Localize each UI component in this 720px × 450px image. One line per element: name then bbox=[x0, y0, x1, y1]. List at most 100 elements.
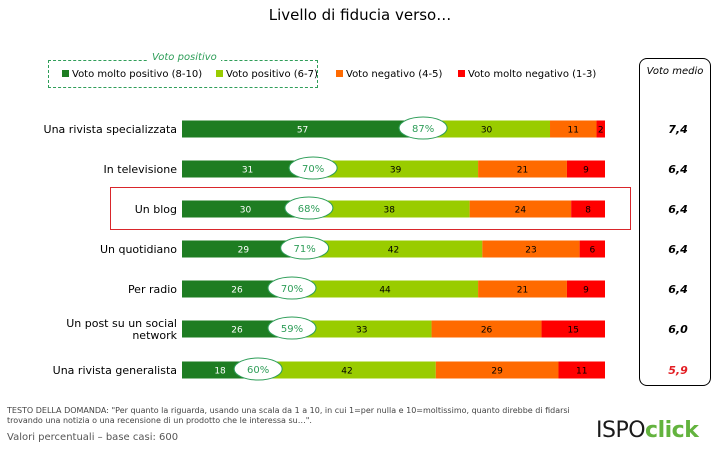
legend-item: Voto positivo (6-7) bbox=[216, 69, 318, 80]
category-label: Un quotidiano bbox=[100, 243, 177, 256]
average-value: 6,4 bbox=[668, 283, 688, 296]
bar-value-label: 42 bbox=[388, 246, 399, 256]
bar-value-label: 57 bbox=[297, 126, 308, 136]
positive-total-label: 70% bbox=[302, 164, 324, 175]
positive-total-bubble bbox=[267, 316, 317, 340]
positive-total-label: 87% bbox=[412, 124, 434, 135]
bar-value-label: 9 bbox=[583, 286, 589, 296]
bar-value-label: 42 bbox=[341, 367, 352, 377]
bar-segment bbox=[291, 320, 432, 338]
ispo-click-logo: ISPOclick bbox=[596, 418, 699, 443]
legend-swatch bbox=[216, 70, 223, 77]
legend-item: Voto molto negativo (1-3) bbox=[458, 69, 596, 80]
bar-value-label: 24 bbox=[515, 206, 527, 216]
positive-total-label: 60% bbox=[247, 365, 269, 376]
bar-segment bbox=[541, 320, 605, 338]
bar-value-label: 8 bbox=[585, 206, 591, 216]
bar-segment bbox=[313, 160, 479, 178]
bar-value-label: 30 bbox=[481, 126, 493, 136]
bar-segment bbox=[423, 120, 551, 138]
bar-value-label: 11 bbox=[568, 126, 579, 136]
legend-item: Voto negativo (4-5) bbox=[336, 69, 442, 80]
positive-total-bubble bbox=[267, 276, 317, 300]
legend-swatch bbox=[62, 70, 69, 77]
bar-value-label: 15 bbox=[568, 326, 579, 336]
positive-total-label: 71% bbox=[294, 244, 316, 255]
bar-value-label: 39 bbox=[390, 166, 402, 176]
bar-segment bbox=[566, 160, 605, 178]
category-label: network bbox=[132, 329, 177, 342]
bar-segment bbox=[482, 240, 580, 258]
highlight-frame bbox=[110, 187, 631, 230]
bar-segment bbox=[571, 200, 605, 218]
bar-segment bbox=[478, 280, 567, 298]
bar-value-label: 33 bbox=[356, 326, 367, 336]
bar-segment bbox=[435, 361, 559, 379]
bar-segment bbox=[579, 240, 605, 258]
positive-total-bubble bbox=[398, 116, 448, 140]
bar-value-label: 2 bbox=[598, 126, 604, 136]
positive-total-label: 59% bbox=[281, 324, 303, 335]
average-value: 6,4 bbox=[668, 163, 688, 176]
bar-segment bbox=[182, 200, 309, 218]
bar-value-label: 29 bbox=[491, 367, 503, 377]
bar-value-label: 44 bbox=[379, 286, 391, 296]
bar-value-label: 23 bbox=[525, 246, 536, 256]
average-value: 7,4 bbox=[668, 123, 688, 136]
legend-item: Voto molto positivo (8-10) bbox=[62, 69, 202, 80]
legend-header: Voto positivo bbox=[148, 52, 221, 63]
average-value: 6,0 bbox=[668, 323, 688, 336]
bar-segment bbox=[182, 280, 292, 298]
bar-value-label: 21 bbox=[517, 166, 528, 176]
bar-value-label: 18 bbox=[214, 367, 226, 377]
bar-segment bbox=[182, 320, 292, 338]
bar-value-label: 26 bbox=[231, 326, 243, 336]
bar-value-label: 21 bbox=[517, 286, 528, 296]
bar-segment bbox=[182, 120, 424, 138]
positive-total-bubble bbox=[280, 236, 330, 260]
bar-segment bbox=[558, 361, 605, 379]
average-panel bbox=[639, 58, 711, 386]
average-value: 6,4 bbox=[668, 243, 688, 256]
bar-value-label: 9 bbox=[583, 166, 589, 176]
category-label: Un blog bbox=[135, 203, 177, 216]
bar-value-label: 31 bbox=[242, 166, 253, 176]
category-label: Per radio bbox=[128, 283, 177, 296]
positive-total-bubble bbox=[233, 357, 283, 381]
bar-segment bbox=[291, 280, 479, 298]
base-note: Valori percentuali – base casi: 600 bbox=[7, 432, 179, 443]
average-value: 5,9 bbox=[668, 364, 688, 377]
positive-total-label: 68% bbox=[298, 204, 320, 215]
bar-value-label: 26 bbox=[481, 326, 493, 336]
bar-segment bbox=[469, 200, 572, 218]
bar-segment bbox=[258, 361, 436, 379]
bar-segment bbox=[304, 240, 483, 258]
average-header: Voto medio bbox=[646, 66, 704, 77]
bar-value-label: 38 bbox=[384, 206, 396, 216]
chart-title: Livello di fiducia verso… bbox=[268, 6, 452, 24]
bar-value-label: 29 bbox=[238, 246, 250, 256]
bar-segment bbox=[550, 120, 597, 138]
bar-segment bbox=[478, 160, 567, 178]
bar-segment bbox=[182, 160, 314, 178]
category-label: Una rivista generalista bbox=[53, 364, 177, 377]
positive-total-bubble bbox=[288, 156, 338, 180]
positive-total-bubble bbox=[284, 196, 334, 220]
bar-segment bbox=[566, 280, 605, 298]
bar-segment bbox=[182, 240, 305, 258]
bar-segment bbox=[308, 200, 470, 218]
bar-value-label: 6 bbox=[589, 246, 595, 256]
category-label: In televisione bbox=[104, 163, 178, 176]
legend-swatch bbox=[336, 70, 343, 77]
category-label: Una rivista specializzata bbox=[44, 123, 177, 136]
positive-total-label: 70% bbox=[281, 284, 303, 295]
bar-segment bbox=[596, 120, 605, 138]
bar-value-label: 30 bbox=[240, 206, 252, 216]
bar-value-label: 26 bbox=[231, 286, 243, 296]
bar-segment bbox=[431, 320, 542, 338]
average-value: 6,4 bbox=[668, 203, 688, 216]
question-text: TESTO DELLA DOMANDA: "Per quanto la rigu… bbox=[7, 406, 570, 425]
bar-value-label: 11 bbox=[576, 367, 587, 377]
legend-swatch bbox=[458, 70, 465, 77]
